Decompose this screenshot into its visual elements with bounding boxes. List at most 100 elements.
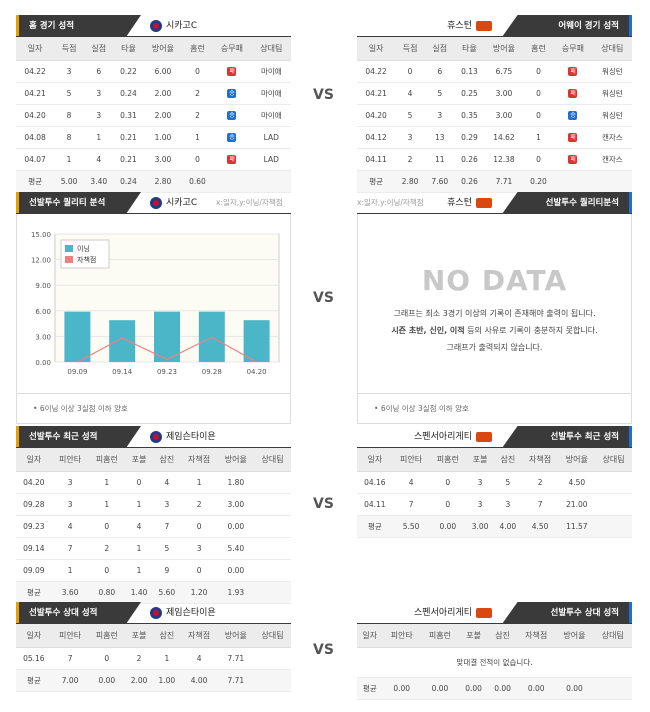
- section-title: 선발투수 상대 성적: [16, 602, 141, 624]
- panel-header: 선발투수 상대 성적 스펜서아리게티: [357, 602, 632, 624]
- column-header: 홈런: [182, 37, 213, 61]
- average-cell: 0.00: [382, 677, 421, 700]
- table-cell: 2: [182, 82, 213, 105]
- table-cell: 0: [523, 82, 554, 105]
- cubs-logo-icon: [150, 197, 162, 209]
- table-cell: 1: [83, 126, 114, 149]
- column-header: 포볼: [466, 448, 494, 472]
- table-row: 04.20 8 3 0.31 2.00 2 승 마이애: [16, 104, 291, 127]
- average-cell: [553, 170, 593, 193]
- table-cell: 1: [523, 126, 554, 149]
- pitcher-name: 제임슨타이욘: [150, 426, 216, 448]
- table-cell: 0: [523, 104, 554, 127]
- table-cell: 5: [424, 82, 455, 105]
- column-header: 실점: [83, 37, 114, 61]
- table-row: 04.21 4 5 0.25 3.00 0 패 워싱턴: [357, 82, 632, 105]
- x-tick-label: 04.20: [247, 368, 267, 376]
- table-cell: [595, 471, 632, 494]
- table-cell: 2: [180, 493, 218, 516]
- column-header: 상대팀: [254, 624, 291, 648]
- panel-header: 선발투수 퀄리티 분석 시카고C x:일자,y:이닝/자책점: [16, 192, 291, 214]
- column-header: 득점: [54, 37, 84, 61]
- average-cell: [254, 669, 291, 692]
- average-cell: [595, 515, 632, 538]
- column-header: 피안타: [382, 624, 421, 648]
- away-record-panel: 어웨이 경기 성적 휴스턴 일자 득점 실점 타율 방어율 홈런 승무패 상대팀 04.22 0…: [357, 15, 632, 193]
- average-cell: 7.71: [217, 669, 255, 692]
- average-row: 평균 0.00 0.00 0.00 0.00 0.00 0.00: [357, 677, 632, 700]
- vs-label: VS: [313, 87, 334, 103]
- average-cell: 7.71: [484, 170, 524, 193]
- table-cell: 0: [182, 60, 213, 83]
- panel-header: 선발투수 퀄리티분석 휴스턴 x:일자,y:이닝/자책점: [357, 192, 632, 214]
- section-title: 선발투수 최근 성적: [16, 426, 141, 448]
- panel-header: 선발투수 상대 성적 제임슨타이욘: [16, 602, 291, 624]
- table-cell: 04.11: [357, 493, 393, 516]
- win-badge: 승: [227, 111, 237, 120]
- table-cell: 3: [51, 493, 89, 516]
- average-cell: 0.00: [555, 677, 594, 700]
- column-header: 피안타: [51, 448, 89, 472]
- average-cell: 0.00: [459, 677, 489, 700]
- table-cell: 0: [523, 148, 554, 171]
- table-cell: 0.13: [454, 60, 485, 83]
- table-cell: 3: [83, 82, 114, 105]
- table-row: 09.09 1 0 1 9 0 0.00: [16, 559, 291, 582]
- table-cell: [254, 537, 291, 560]
- loss-badge: 패: [568, 155, 578, 164]
- y-tick-label: 6.00: [35, 308, 51, 316]
- table-cell: [254, 515, 291, 538]
- average-cell: 0.24: [113, 170, 144, 193]
- table-cell: 04.16: [357, 471, 393, 494]
- column-header: 상대팀: [593, 624, 632, 648]
- y-tick-label: 15.00: [31, 231, 51, 239]
- average-row: 평균 7.00 0.00 2.00 1.00 4.00 7.71: [16, 669, 291, 692]
- win-badge: 승: [227, 133, 237, 142]
- panel-header: 어웨이 경기 성적 휴스턴: [357, 15, 632, 37]
- table-row: 09.23 4 0 4 7 0 0.00: [16, 515, 291, 538]
- column-header: 피홈런: [429, 448, 467, 472]
- table-row: 04.16 4 0 3 5 2 4.50: [357, 471, 632, 494]
- pitcher-name: 스펜서아리게티: [414, 426, 492, 448]
- average-cell: 2.00: [125, 669, 153, 692]
- average-cell: 5.50: [392, 515, 430, 538]
- table-row: 04.20 3 1 0 4 1 1.80: [16, 471, 291, 494]
- table-cell: 1: [54, 148, 84, 171]
- table-cell: 3: [51, 471, 89, 494]
- table-cell: 0: [182, 148, 213, 171]
- vs-label: VS: [313, 290, 334, 306]
- column-header: 타율: [454, 37, 485, 61]
- average-cell: [592, 170, 632, 193]
- average-cell: 2.80: [143, 170, 183, 193]
- column-header: 방어율: [143, 37, 183, 61]
- table-cell: 3.00: [143, 148, 183, 171]
- table-cell: [254, 493, 291, 516]
- column-header: 상대팀: [254, 448, 291, 472]
- table-cell: 4: [392, 471, 430, 494]
- column-header: 피안타: [392, 448, 430, 472]
- table-cell: 2: [125, 647, 153, 670]
- team-name: 시카고C: [150, 192, 197, 214]
- table-cell: 3: [493, 493, 522, 516]
- vs-label: VS: [313, 496, 334, 512]
- average-cell: 1.40: [125, 581, 153, 604]
- x-tick-label: 09.28: [202, 368, 222, 376]
- table-cell: 3: [424, 104, 455, 127]
- table-cell: 04.20: [16, 104, 55, 127]
- average-cell: 0.26: [454, 170, 485, 193]
- average-cell: 2.80: [395, 170, 425, 193]
- column-header: 방어율: [217, 448, 255, 472]
- opponent-cell: 워싱턴: [592, 104, 632, 127]
- table-cell: 4.50: [558, 471, 596, 494]
- table-cell: 0.21: [113, 148, 144, 171]
- table-cell: 1: [182, 126, 213, 149]
- y-tick-label: 12.00: [31, 257, 51, 265]
- y-tick-label: 3.00: [35, 333, 51, 341]
- table-row: 04.07 1 4 0.21 3.00 0 패 LAD: [16, 148, 291, 171]
- table-cell: 11: [424, 148, 455, 171]
- average-cell: 0.20: [523, 170, 554, 193]
- loss-badge: 패: [227, 155, 237, 164]
- result-cell: 승: [553, 104, 593, 127]
- table-cell: 6: [83, 60, 114, 83]
- table-cell: 0: [180, 515, 218, 538]
